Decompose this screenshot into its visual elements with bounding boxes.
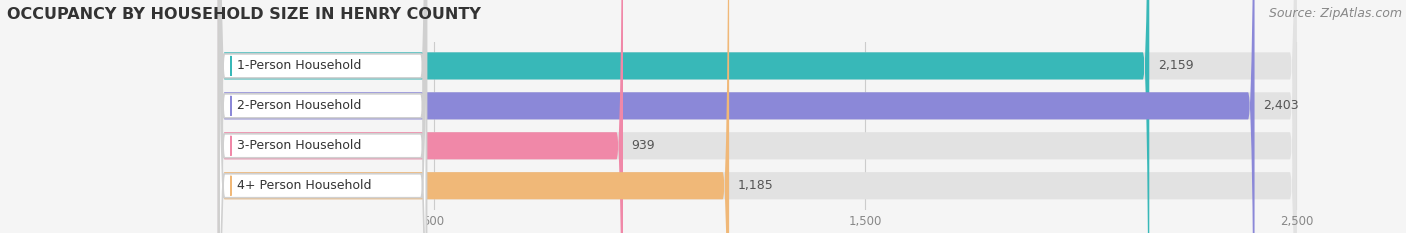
FancyBboxPatch shape bbox=[218, 0, 1296, 233]
FancyBboxPatch shape bbox=[219, 0, 426, 233]
FancyBboxPatch shape bbox=[218, 0, 1254, 233]
Text: 3-Person Household: 3-Person Household bbox=[238, 139, 361, 152]
Text: 2-Person Household: 2-Person Household bbox=[238, 99, 361, 112]
Text: 939: 939 bbox=[631, 139, 655, 152]
Text: Source: ZipAtlas.com: Source: ZipAtlas.com bbox=[1268, 7, 1402, 20]
FancyBboxPatch shape bbox=[219, 0, 426, 233]
Text: 1,185: 1,185 bbox=[738, 179, 773, 192]
FancyBboxPatch shape bbox=[219, 0, 426, 233]
Text: 2,159: 2,159 bbox=[1159, 59, 1194, 72]
FancyBboxPatch shape bbox=[218, 0, 1296, 233]
Text: 4+ Person Household: 4+ Person Household bbox=[238, 179, 373, 192]
FancyBboxPatch shape bbox=[218, 0, 1149, 233]
FancyBboxPatch shape bbox=[219, 0, 426, 233]
Text: 1-Person Household: 1-Person Household bbox=[238, 59, 361, 72]
FancyBboxPatch shape bbox=[218, 0, 1296, 233]
FancyBboxPatch shape bbox=[218, 0, 623, 233]
FancyBboxPatch shape bbox=[218, 0, 730, 233]
FancyBboxPatch shape bbox=[218, 0, 1296, 233]
Text: 2,403: 2,403 bbox=[1263, 99, 1299, 112]
Text: OCCUPANCY BY HOUSEHOLD SIZE IN HENRY COUNTY: OCCUPANCY BY HOUSEHOLD SIZE IN HENRY COU… bbox=[7, 7, 481, 22]
